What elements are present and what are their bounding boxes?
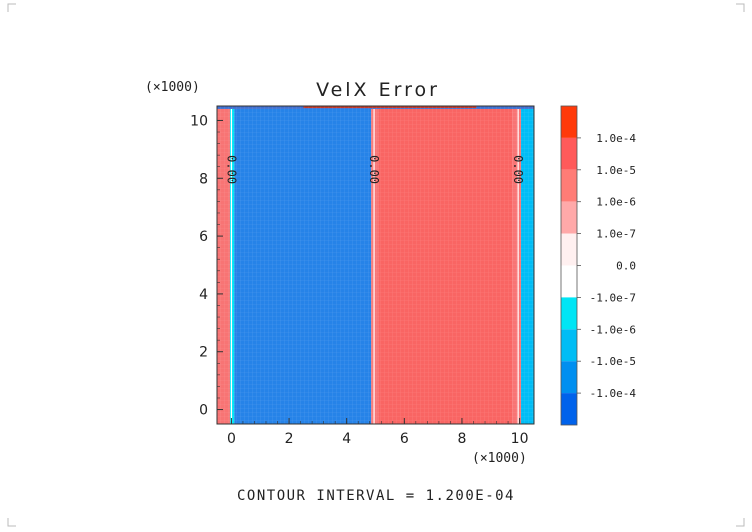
contour-label: 0.00: [367, 155, 381, 184]
contour-interval-footer: CONTOUR INTERVAL = 1.200E-04: [237, 488, 515, 504]
y-tick-label: 4: [199, 287, 208, 303]
colorbar-segment: [561, 393, 577, 425]
colorbar-segment: [561, 233, 577, 266]
colorbar-label: 1.0e-7: [596, 228, 636, 241]
y-axis: 0 2 4 6 8 10: [190, 113, 223, 419]
y-tick-label: 10: [190, 113, 208, 129]
plot-frame: [216, 105, 535, 425]
grid-overlay: [217, 106, 534, 424]
y-tick-label: 2: [199, 345, 208, 361]
colorbar-segment: [561, 297, 577, 330]
colorbar-segment: [561, 201, 577, 234]
colorbar-segment: [561, 137, 577, 170]
y-scale-label: (×1000): [145, 80, 200, 95]
x-tick-label: 4: [342, 431, 351, 447]
chart-title: VelX Error: [316, 79, 440, 101]
colorbar-segment: [561, 169, 577, 202]
corner-mark: [7, 3, 16, 12]
x-tick-label: 10: [511, 431, 529, 447]
colorbar-label: -1.0e-6: [590, 323, 636, 336]
colorbar-segment: [561, 329, 577, 362]
x-tick-label: 0: [227, 431, 236, 447]
colorbar-label: 0.0: [616, 260, 636, 273]
corner-mark: [7, 518, 16, 527]
colorbar-label: 1.0e-4: [596, 132, 636, 145]
colorbar-label: -1.0e-7: [590, 291, 636, 304]
corner-mark: [736, 3, 745, 12]
contour-label: 0.00: [511, 155, 525, 184]
y-tick-label: 8: [199, 171, 208, 187]
colorbar-segment: [561, 361, 577, 394]
corner-mark: [736, 518, 745, 527]
contour-labels: 0.00 0.00 0.00: [224, 109, 525, 424]
colorbar-label: -1.0e-4: [590, 387, 637, 400]
colorbar-label: -1.0e-5: [590, 355, 636, 368]
colorbar-label: 1.0e-5: [596, 164, 636, 177]
colorbar-label: 1.0e-6: [596, 196, 636, 209]
x-tick-label: 6: [400, 431, 409, 447]
x-tick-label: 2: [285, 431, 294, 447]
y-tick-label: 0: [199, 403, 208, 419]
x-axis: 0 2 4 6 8 10: [227, 418, 529, 447]
contour-label: 0.00: [224, 155, 238, 184]
colorbar-segment: [561, 265, 577, 298]
x-tick-label: 8: [457, 431, 466, 447]
colorbar: 1.0e-4 1.0e-5 1.0e-6 1.0e-7 0.0 -1.0e-7 -1.0e-…: [560, 105, 637, 426]
x-scale-label: (×1000): [472, 451, 527, 466]
colorbar-segment: [561, 106, 577, 138]
y-tick-label: 6: [199, 229, 208, 245]
